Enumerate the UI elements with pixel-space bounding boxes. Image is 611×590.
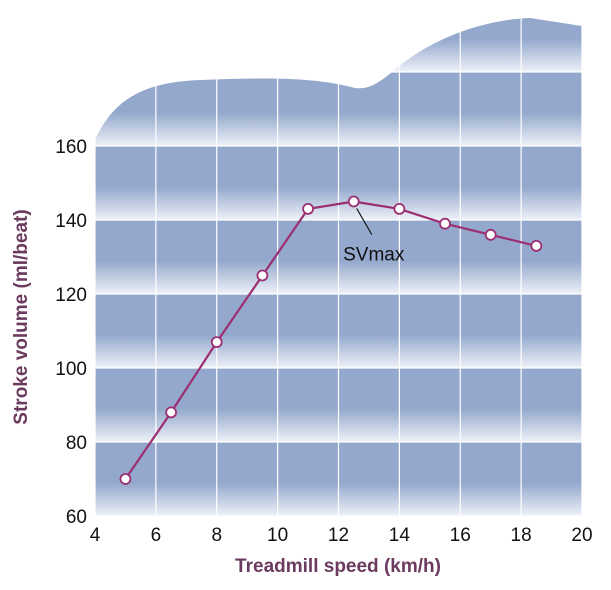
y-tick-labels: 60 80 100 120 140 160 <box>55 137 87 528</box>
series-group <box>119 195 543 485</box>
y-tick-label: 60 <box>66 507 87 528</box>
x-tick-labels: 4 6 8 10 12 14 16 18 20 <box>90 525 593 546</box>
data-point <box>393 202 406 215</box>
data-point <box>484 228 497 241</box>
data-point <box>439 217 451 230</box>
x-tick-label: 8 <box>211 525 222 546</box>
x-tick-label: 20 <box>571 525 592 546</box>
data-point <box>165 406 177 419</box>
annotation-leader <box>356 208 373 235</box>
x-tick-label: 16 <box>450 525 471 546</box>
x-tick-label: 12 <box>328 525 349 546</box>
annotations-group: SVmax <box>343 208 405 266</box>
background-band <box>95 18 582 72</box>
y-tick-label: 120 <box>55 285 87 306</box>
y-tick-label: 100 <box>55 359 87 380</box>
x-tick-label: 4 <box>90 525 101 546</box>
data-point <box>530 239 543 252</box>
data-point <box>347 195 360 208</box>
series-line <box>124 200 537 480</box>
data-point <box>210 336 223 349</box>
x-tick-label: 14 <box>389 525 411 546</box>
x-axis-title: Treadmill speed (km/h) <box>235 556 441 577</box>
data-point <box>256 269 269 282</box>
data-point <box>302 202 314 215</box>
y-axis-title: Stroke volume (ml/beat) <box>11 209 32 424</box>
x-tick-label: 6 <box>151 525 162 546</box>
x-tick-label: 10 <box>267 525 288 546</box>
data-point <box>119 473 132 485</box>
x-tick-label: 18 <box>511 525 532 546</box>
y-tick-label: 160 <box>55 137 87 158</box>
annotation-svmax: SVmax <box>343 245 405 266</box>
y-tick-label: 140 <box>55 211 87 232</box>
y-tick-label: 80 <box>66 433 87 454</box>
